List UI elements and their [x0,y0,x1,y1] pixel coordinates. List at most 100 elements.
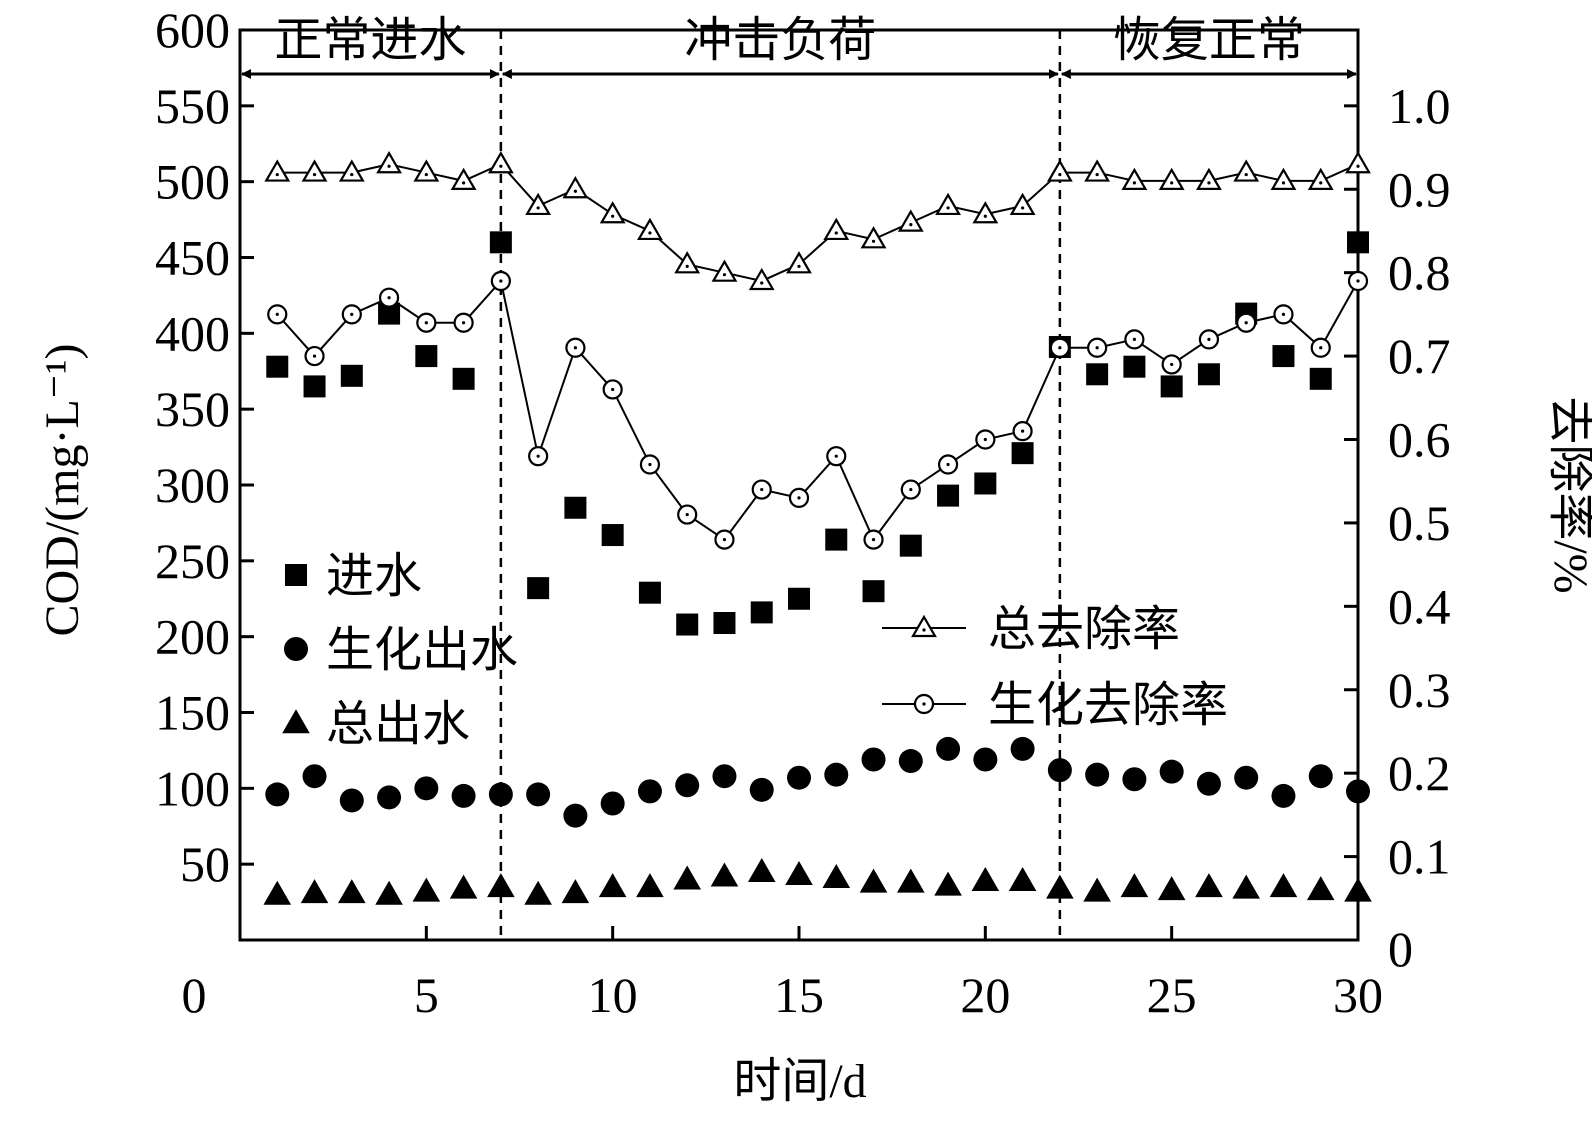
legend-marker [284,637,308,661]
data-point [1084,159,1111,182]
series-circle [265,736,1370,828]
data-point [1122,767,1147,792]
data-point [562,176,589,199]
data-point [710,862,739,887]
legend-marker [911,614,937,638]
data-point [1346,779,1370,804]
y-left-tick-label: 500 [155,154,230,210]
data-point [639,454,661,475]
data-point [1120,873,1149,898]
data-point [1198,329,1220,350]
data-point [450,167,477,191]
data-point [1308,764,1333,789]
data-point [490,270,511,292]
data-point [899,534,922,557]
data-point [528,446,549,467]
data-point [1047,758,1072,783]
data-point [1272,345,1295,368]
data-point [1046,874,1074,899]
data-point [974,472,997,495]
y-left-tick-label: 300 [155,457,230,513]
data-point [900,479,921,500]
data-point [378,287,400,308]
data-point [1087,337,1108,358]
data-point [747,857,776,882]
y-right-tick-label: 0.9 [1388,161,1451,217]
data-point [1195,873,1223,898]
y-left-tick-label: 250 [155,533,230,589]
data-point [487,873,515,898]
y-left-tick-label: 600 [155,2,230,58]
data-point [675,773,700,798]
data-point [934,871,962,896]
data-point [1011,442,1034,465]
data-point [1234,765,1259,790]
data-point [975,429,996,450]
data-point [525,192,552,216]
data-point [863,529,884,550]
data-point [1345,151,1371,174]
data-point [1010,736,1035,761]
series-square [266,231,1369,636]
data-point [1347,231,1369,254]
data-point [711,259,738,282]
y-right-tick-label: 0.3 [1388,662,1451,718]
legend-label: 进水 [326,550,422,603]
y-left-tick-label: 200 [155,609,230,665]
y-left-tick-label: 450 [155,230,230,286]
data-point [1124,329,1145,350]
data-point [638,581,661,604]
data-point [1269,873,1298,898]
data-point [712,764,737,789]
plot-frame [238,28,1360,942]
data-point [1159,759,1184,784]
series-triangle [263,857,1372,905]
legend-label: 生化出水 [326,624,518,677]
data-point [378,302,401,325]
data-point [1233,159,1260,182]
data-point [1310,337,1331,358]
data-point [859,868,888,893]
data-point [415,345,438,368]
legend-label: 生化去除率 [988,679,1228,732]
data-point [300,879,329,904]
y-right-tick-label: 0 [1388,921,1413,977]
data-point [264,159,291,182]
data-point [749,777,774,802]
x-tick-label: 5 [414,967,439,1023]
data-point [824,762,849,787]
data-point [527,577,550,600]
data-point [564,496,587,519]
y-left-tick-label: 400 [155,305,230,361]
data-point [1344,877,1372,902]
data-point [449,874,478,899]
data-point [937,484,960,507]
data-point [451,783,476,808]
y-right-axis-title: 去除率/% [1544,396,1592,593]
data-point [1008,867,1037,892]
legend-marker [285,564,307,586]
data-point [303,375,326,398]
data-point [973,747,998,772]
data-point [897,209,924,232]
data-point [825,528,848,551]
y-right-tick-label: 0.6 [1388,412,1451,468]
phase-label: 冲击负荷 [684,14,876,67]
data-point [1086,363,1109,386]
data-point [598,873,627,898]
data-point [788,587,810,610]
data-point [526,782,551,807]
data-point [637,217,663,241]
data-point [1196,771,1221,796]
data-point [677,504,698,525]
data-point [1307,167,1334,191]
series-line [276,278,1359,542]
data-point [338,879,366,904]
data-point [563,803,588,828]
data-point [265,782,290,807]
y-right-tick-label: 0.2 [1388,745,1451,801]
y-right-tick-label: 0.7 [1388,328,1451,384]
y-left-tick-label: 150 [155,685,230,741]
